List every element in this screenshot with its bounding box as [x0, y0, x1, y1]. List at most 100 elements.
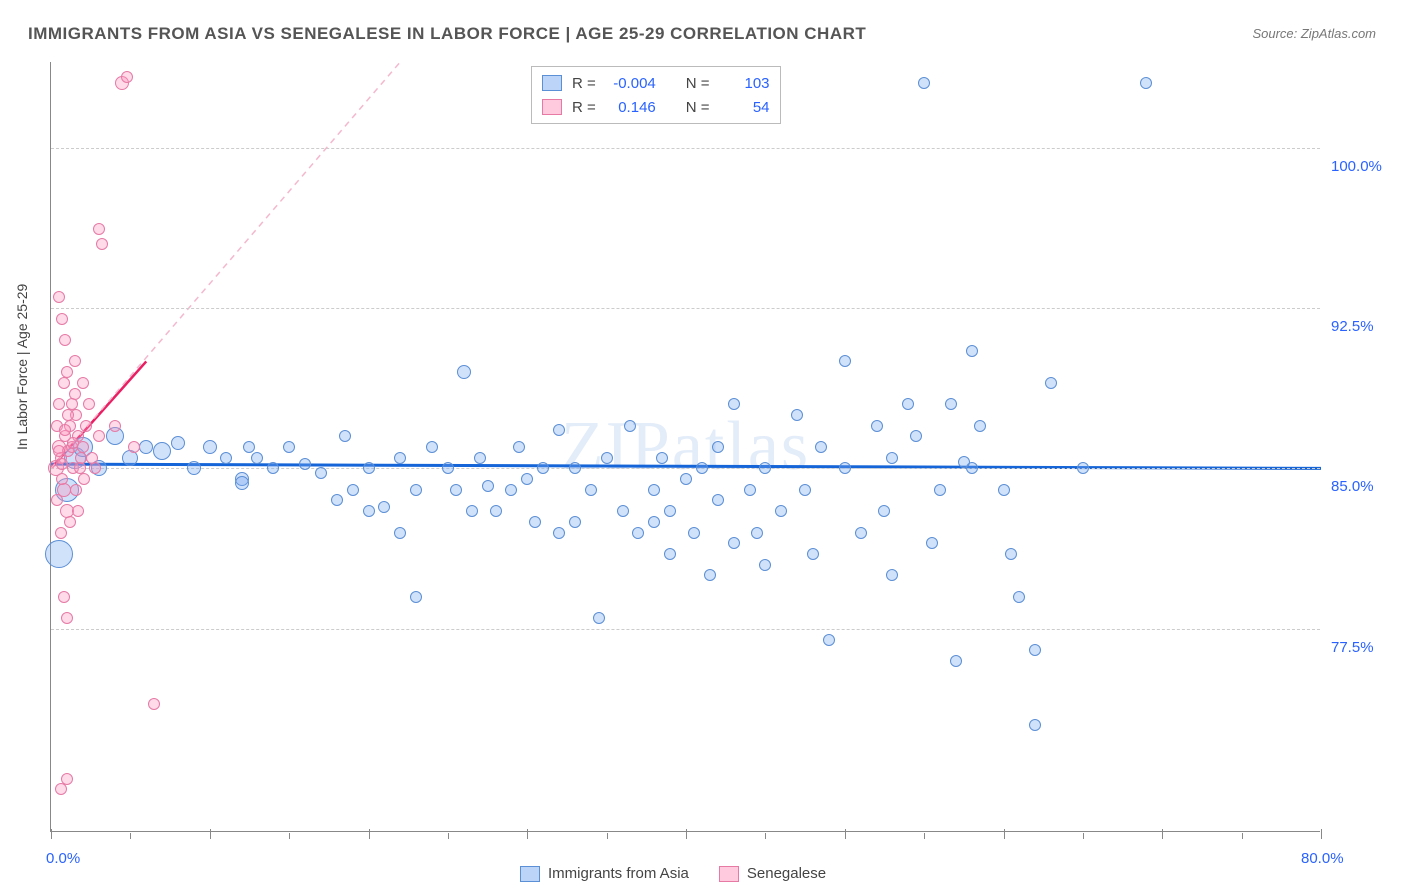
regression-lines — [51, 62, 1321, 832]
point-asia — [299, 458, 311, 470]
point-asia — [482, 480, 494, 492]
point-asia — [998, 484, 1010, 496]
point-asia — [490, 505, 502, 517]
point-asia — [45, 540, 73, 568]
point-asia — [839, 355, 851, 367]
x-tick — [1004, 829, 1005, 839]
source-attribution: Source: ZipAtlas.com — [1252, 26, 1376, 41]
point-asia — [744, 484, 756, 496]
point-senegalese — [59, 424, 71, 436]
point-senegalese — [61, 612, 73, 624]
point-senegalese — [83, 398, 95, 410]
point-asia — [751, 527, 763, 539]
legend-seneg-label: Senegalese — [747, 865, 826, 882]
point-asia — [363, 505, 375, 517]
point-asia — [139, 440, 153, 454]
point-asia — [799, 484, 811, 496]
point-asia — [243, 441, 255, 453]
point-asia — [934, 484, 946, 496]
point-asia — [855, 527, 867, 539]
legend-r-label: R = — [572, 99, 596, 116]
point-asia — [267, 462, 279, 474]
point-asia — [363, 462, 375, 474]
plot-area: ZIPatlas R = -0.004 N = 103 R = 0.146 N … — [50, 62, 1320, 832]
legend-r-label: R = — [572, 75, 596, 92]
x-tick — [369, 829, 370, 839]
legend-row-senegalese: R = 0.146 N = 54 — [542, 95, 770, 119]
x-tick — [51, 829, 52, 839]
point-asia — [450, 484, 462, 496]
point-senegalese — [121, 71, 133, 83]
point-asia — [1077, 462, 1089, 474]
point-asia — [394, 452, 406, 464]
series-legend: Immigrants from Asia Senegalese — [520, 865, 826, 882]
point-asia — [958, 456, 970, 468]
point-asia — [823, 634, 835, 646]
point-asia — [569, 462, 581, 474]
correlation-legend: R = -0.004 N = 103 R = 0.146 N = 54 — [531, 66, 781, 124]
legend-asia-n: 103 — [720, 75, 770, 92]
point-asia — [759, 462, 771, 474]
point-senegalese — [75, 452, 87, 464]
point-asia — [251, 452, 263, 464]
x-tick-minor — [1083, 833, 1084, 839]
point-senegalese — [56, 473, 68, 485]
x-tick-minor — [607, 833, 608, 839]
point-asia — [632, 527, 644, 539]
point-asia — [235, 476, 249, 490]
point-asia — [918, 77, 930, 89]
point-asia — [466, 505, 478, 517]
point-asia — [974, 420, 986, 432]
point-senegalese — [53, 398, 65, 410]
x-tick — [1321, 829, 1322, 839]
point-senegalese — [109, 420, 121, 432]
point-asia — [688, 527, 700, 539]
point-asia — [283, 441, 295, 453]
point-senegalese — [77, 377, 89, 389]
point-asia — [505, 484, 517, 496]
point-asia — [624, 420, 636, 432]
legend-item-asia: Immigrants from Asia — [520, 865, 689, 882]
point-senegalese — [51, 494, 63, 506]
point-asia — [617, 505, 629, 517]
point-senegalese — [70, 484, 82, 496]
point-asia — [339, 430, 351, 442]
swatch-pink-icon — [719, 866, 739, 882]
point-asia — [791, 409, 803, 421]
point-senegalese — [59, 334, 71, 346]
legend-item-senegalese: Senegalese — [719, 865, 826, 882]
legend-n-label: N = — [686, 75, 710, 92]
point-asia — [871, 420, 883, 432]
gridline — [51, 148, 1320, 149]
point-senegalese — [128, 441, 140, 453]
point-senegalese — [61, 773, 73, 785]
point-asia — [696, 462, 708, 474]
y-axis-label: In Labor Force | Age 25-29 — [14, 284, 30, 450]
x-tick-label-left: 0.0% — [46, 850, 80, 867]
point-asia — [1005, 548, 1017, 560]
legend-n-label: N = — [686, 99, 710, 116]
point-senegalese — [56, 458, 68, 470]
point-senegalese — [96, 238, 108, 250]
point-senegalese — [64, 516, 76, 528]
point-senegalese — [53, 291, 65, 303]
x-tick — [1162, 829, 1163, 839]
point-asia — [886, 569, 898, 581]
point-asia — [203, 440, 217, 454]
swatch-blue-icon — [542, 75, 562, 91]
point-senegalese — [93, 430, 105, 442]
point-senegalese — [78, 473, 90, 485]
swatch-blue-icon — [520, 866, 540, 882]
x-tick-minor — [289, 833, 290, 839]
point-senegalese — [72, 505, 84, 517]
point-asia — [601, 452, 613, 464]
point-senegalese — [93, 223, 105, 235]
point-senegalese — [55, 783, 67, 795]
point-asia — [593, 612, 605, 624]
point-asia — [410, 591, 422, 603]
point-asia — [1140, 77, 1152, 89]
point-asia — [394, 527, 406, 539]
point-asia — [775, 505, 787, 517]
point-asia — [1045, 377, 1057, 389]
point-senegalese — [61, 366, 73, 378]
